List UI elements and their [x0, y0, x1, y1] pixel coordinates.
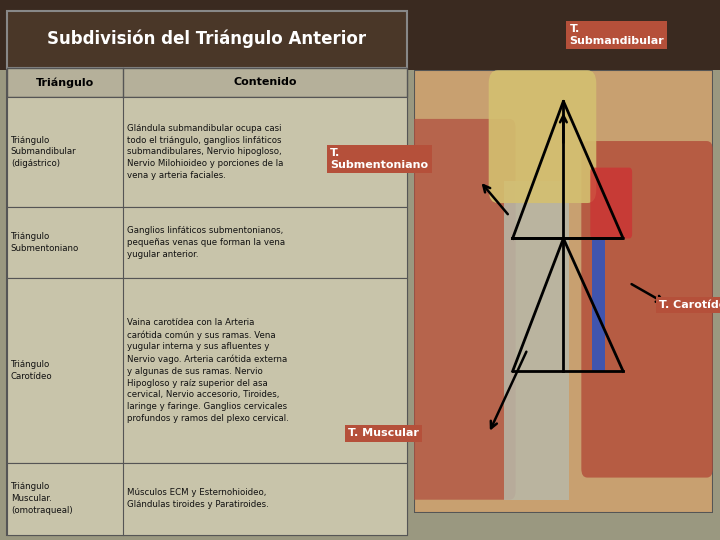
FancyBboxPatch shape	[408, 119, 516, 500]
FancyBboxPatch shape	[489, 70, 596, 203]
Text: Triángulo
Carotídeo: Triángulo Carotídeo	[11, 360, 53, 381]
Bar	[7, 97, 407, 206]
Text: Triángulo
Muscular.
(omotraqueal): Triángulo Muscular. (omotraqueal)	[11, 482, 73, 515]
Text: T.
Submandibular: T. Submandibular	[570, 24, 664, 45]
Bar	[0, 0, 720, 70]
Text: Subdivisión del Triángulo Anterior: Subdivisión del Triángulo Anterior	[48, 30, 366, 49]
Text: T. Muscular: T. Muscular	[348, 428, 419, 438]
Text: Músculos ECM y Esternohioideo,
Glándulas tiroides y Paratiroides.: Músculos ECM y Esternohioideo, Glándulas…	[127, 488, 269, 509]
Bar	[7, 11, 407, 68]
FancyBboxPatch shape	[503, 181, 570, 500]
Text: T.
Submentoniano: T. Submentoniano	[330, 148, 428, 170]
Bar	[7, 279, 407, 463]
Text: Triángulo
Submentoniano: Triángulo Submentoniano	[11, 232, 79, 253]
Bar	[7, 68, 407, 535]
Text: Vaina carotídea con la Arteria
carótida común y sus ramas. Vena
yugular interna : Vaina carotídea con la Arteria carótida …	[127, 318, 289, 423]
Bar	[592, 239, 606, 372]
Text: Contenido: Contenido	[233, 77, 297, 87]
Text: Ganglios linfáticos submentonianos,
pequeñas venas que forman la vena
yugular an: Ganglios linfáticos submentonianos, pequ…	[127, 226, 285, 259]
Bar	[7, 68, 407, 97]
Text: T. Carotídeo: T. Carotídeo	[659, 300, 720, 310]
FancyBboxPatch shape	[590, 167, 632, 239]
Text: Triángulo
Submandibular
(digástrico): Triángulo Submandibular (digástrico)	[11, 136, 76, 168]
FancyBboxPatch shape	[581, 141, 713, 477]
Text: Glándula submandibular ocupa casi
todo el triángulo, ganglios linfáticos
submand: Glándula submandibular ocupa casi todo e…	[127, 124, 283, 180]
Bar	[7, 206, 407, 279]
Text: Triángulo: Triángulo	[36, 77, 94, 87]
Bar	[7, 463, 407, 535]
